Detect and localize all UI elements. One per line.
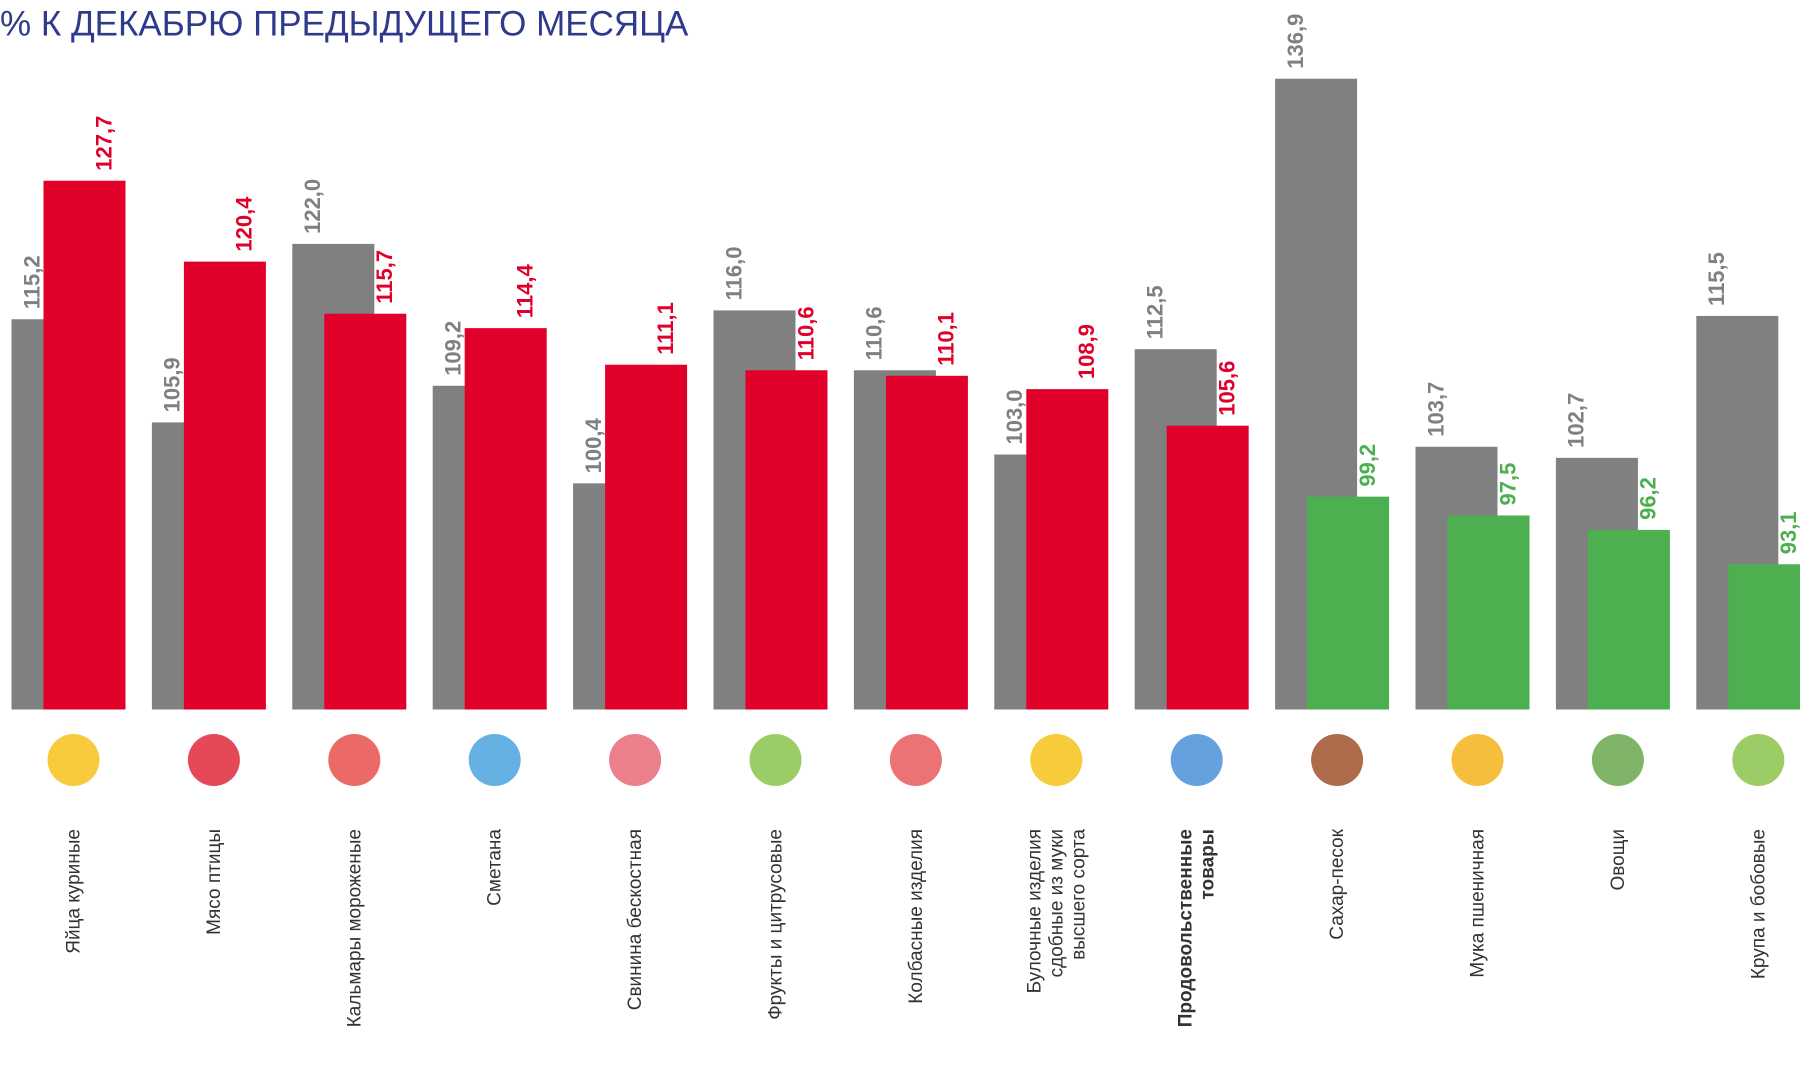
x-tick-label: Сметана: [485, 829, 506, 906]
x-tick-label: Крупа и бобовые: [1748, 829, 1769, 979]
icon: [1311, 734, 1364, 786]
value-label: 111,1: [653, 302, 678, 355]
icon: [609, 734, 662, 786]
value-label: 110,6: [793, 306, 818, 360]
x-tick-label: Мясо птицы: [204, 829, 225, 935]
value-label: 99,2: [1355, 444, 1380, 487]
x-tick-label: Свинина бескостная: [625, 829, 646, 1010]
bar: [1447, 515, 1530, 710]
value-label: 97,5: [1495, 463, 1520, 506]
icon: [328, 734, 381, 786]
x-tick-label: Овощи: [1608, 829, 1629, 890]
x-tick-label: Булочные изделиясдобные из мукивысшего с…: [1024, 829, 1089, 994]
bar: [605, 364, 688, 710]
icon: [1451, 734, 1504, 786]
bar: [183, 261, 266, 710]
x-tick-label: Фрукты и цитрусовые: [766, 829, 787, 1020]
icon: [889, 734, 942, 786]
icon: [468, 734, 521, 786]
value-label: 112,5: [1143, 285, 1168, 339]
x-tick-label: Кальмары мороженые: [344, 829, 365, 1027]
value-label: 96,2: [1636, 477, 1661, 520]
icon: [187, 734, 240, 786]
bar: [1307, 496, 1390, 710]
value-label: 114,4: [513, 264, 538, 319]
bar: [464, 328, 547, 710]
bar: [324, 313, 407, 710]
icon: [1170, 734, 1223, 786]
bar: [1587, 529, 1670, 710]
chart-title: % К ДЕКАБРЮ ПРЕДЫДУЩЕГО МЕСЯЦА: [0, 4, 689, 43]
value-label: 115,7: [372, 250, 397, 304]
bar: [1166, 425, 1249, 710]
bar: [885, 375, 968, 710]
value-label: 103,0: [1002, 389, 1027, 444]
bar: [1026, 389, 1109, 710]
value-label: 115,5: [1704, 252, 1729, 306]
value-label: 115,2: [19, 255, 44, 309]
icon: [749, 734, 802, 786]
x-tick-label: Яйца куриные: [64, 829, 85, 954]
value-label: 109,2: [441, 321, 466, 376]
icon: [1732, 734, 1785, 786]
value-label: 136,9: [1283, 14, 1308, 69]
value-label: 100,4: [581, 418, 606, 474]
value-label: 127,7: [91, 116, 116, 171]
bar: [745, 370, 828, 710]
x-tick-label: Колбасные изделия: [906, 829, 927, 1004]
bar: [43, 180, 126, 710]
value-label: 110,1: [934, 312, 959, 366]
value-label: 110,6: [862, 306, 887, 360]
value-label: 105,9: [160, 357, 185, 412]
value-label: 122,0: [300, 179, 325, 234]
bar: [1728, 564, 1800, 710]
value-label: 103,7: [1423, 382, 1448, 437]
value-label: 105,6: [1215, 361, 1240, 416]
value-label: 108,9: [1074, 324, 1099, 379]
x-tick-label: Сахар-песок: [1327, 828, 1348, 939]
value-label: 116,0: [721, 247, 746, 301]
icon: [1591, 734, 1644, 786]
icon: [47, 734, 100, 786]
icon: [1030, 734, 1083, 786]
x-tick-label: Мука пшеничная: [1468, 829, 1489, 978]
x-tick-label: Продовольственныетовары: [1176, 829, 1219, 1027]
value-label: 102,7: [1564, 393, 1589, 448]
value-label: 120,4: [232, 196, 257, 252]
value-label: 93,1: [1776, 511, 1800, 554]
